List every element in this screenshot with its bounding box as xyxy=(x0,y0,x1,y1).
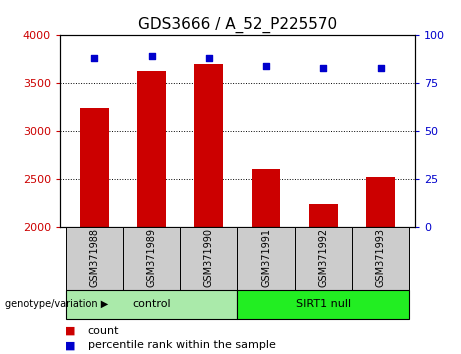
Point xyxy=(148,53,155,59)
Point xyxy=(91,56,98,61)
Bar xyxy=(366,177,395,227)
Text: GSM371993: GSM371993 xyxy=(376,228,385,287)
Text: control: control xyxy=(132,299,171,309)
Point xyxy=(377,65,384,71)
Text: GSM371989: GSM371989 xyxy=(147,228,157,287)
Bar xyxy=(237,290,409,319)
Text: ■: ■ xyxy=(65,340,75,350)
Bar xyxy=(123,227,180,290)
Text: count: count xyxy=(88,326,119,336)
Text: percentile rank within the sample: percentile rank within the sample xyxy=(88,340,276,350)
Text: ■: ■ xyxy=(65,326,75,336)
Title: GDS3666 / A_52_P225570: GDS3666 / A_52_P225570 xyxy=(138,16,337,33)
Bar xyxy=(295,227,352,290)
Bar xyxy=(237,227,295,290)
Text: GSM371992: GSM371992 xyxy=(318,228,328,287)
Point xyxy=(205,56,213,61)
Bar xyxy=(65,290,237,319)
Text: GSM371991: GSM371991 xyxy=(261,228,271,287)
Bar xyxy=(180,227,237,290)
Bar xyxy=(137,71,166,227)
Text: GSM371990: GSM371990 xyxy=(204,228,214,287)
Bar xyxy=(352,227,409,290)
Bar xyxy=(80,108,109,227)
Bar xyxy=(65,227,123,290)
Bar xyxy=(309,204,337,227)
Text: GSM371988: GSM371988 xyxy=(89,228,99,287)
Bar xyxy=(252,169,280,227)
Bar xyxy=(195,64,223,227)
Point xyxy=(319,65,327,71)
Point xyxy=(262,63,270,69)
Text: SIRT1 null: SIRT1 null xyxy=(296,299,351,309)
Text: genotype/variation ▶: genotype/variation ▶ xyxy=(5,299,108,309)
